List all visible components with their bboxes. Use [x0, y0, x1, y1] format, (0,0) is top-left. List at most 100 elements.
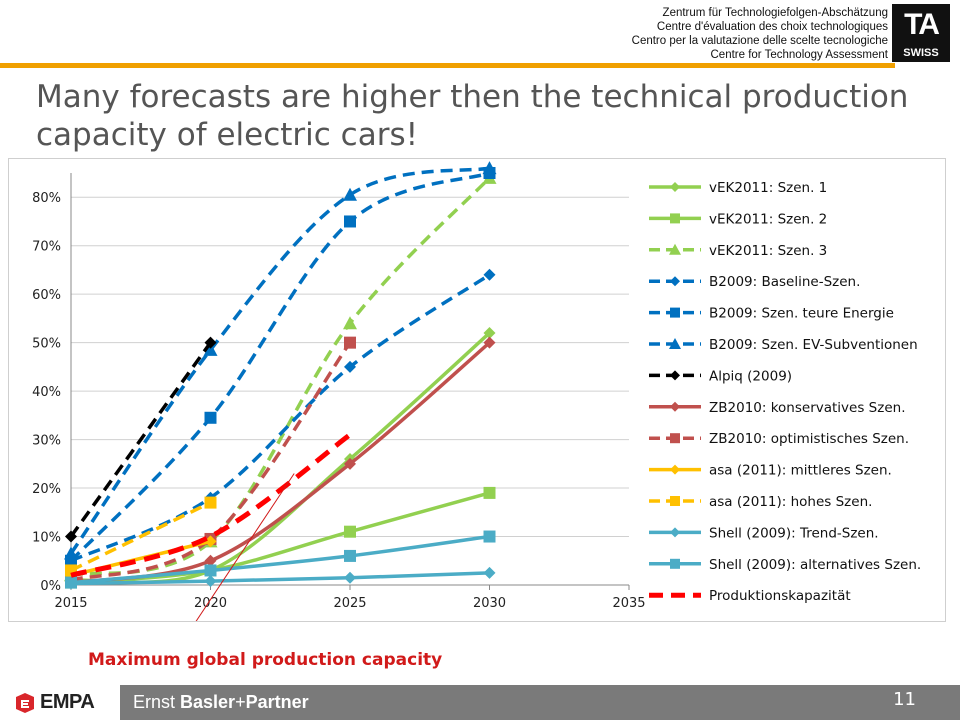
header-line-en: Centre for Technology Assessment — [710, 49, 889, 61]
data-point-vek2011-szen-1 — [483, 326, 496, 339]
partner-logo: Ernst Basler+Partner — [133, 692, 309, 713]
partner-name-bold: Basler — [180, 692, 236, 712]
legend-entry: vEK2011: Szen. 2 — [709, 211, 827, 227]
data-point-alpiq-2009 — [204, 336, 217, 349]
series-line-b2009-szen-teure-energie — [69, 171, 491, 562]
legend-marker-shell-2009-trend-szen — [670, 527, 680, 538]
data-point-zb2010-konservatives-szen — [483, 336, 496, 349]
legend-marker-b2009-baseline-szen — [670, 276, 680, 287]
legend-entry: ZB2010: optimistisches Szen. — [709, 431, 909, 447]
data-point-vek2011-szen-3 — [343, 316, 357, 330]
ta-logo-subtext: SWISS — [903, 47, 939, 59]
chart-frame: 0% 10% 20% 30% 40% 50% 60% 70% 80% 2015 2020 2025 20… — [8, 158, 946, 622]
header-line-it: Centro per la valutazione delle scelte t… — [631, 35, 888, 47]
data-point-b2009-szen-teure-energie — [344, 215, 356, 228]
data-point-alpiq-2009 — [65, 530, 77, 543]
legend-entry: B2009: Baseline-Szen. — [709, 274, 860, 290]
header-line-fr: Centre d'évaluation des choix technologi… — [656, 21, 888, 33]
legend-marker-asa-2011-hohes-szen — [670, 496, 680, 506]
y-tick-label: 40% — [32, 385, 61, 400]
partner-name-plus: + — [235, 692, 246, 712]
legend-entry: ZB2010: konservatives Szen. — [709, 400, 905, 416]
legend-marker-shell-2009-alternatives-szen — [670, 558, 680, 569]
ta-swiss-logo: TA SWISS — [892, 4, 950, 62]
legend-entry: B2009: Szen. EV-Subventionen — [709, 337, 918, 353]
data-point-shell-2009-trend-szen — [204, 575, 217, 588]
legend-marker-zb2010-konservatives-szen — [670, 401, 680, 412]
annotation-label: Maximum global production capacity — [88, 650, 443, 670]
x-tick-label: 2025 — [333, 596, 366, 611]
empa-logo: EMPA — [0, 685, 120, 720]
legend-marker-b2009-szen-ev-subventionen — [669, 338, 681, 349]
x-tick-label: 2030 — [473, 596, 506, 611]
data-point-shell-2009-alternatives-szen — [204, 564, 217, 577]
data-point-asa-2011-mittleres-szen — [204, 535, 217, 548]
data-point-asa-2011-hohes-szen — [204, 496, 217, 509]
data-point-shell-2009-trend-szen — [483, 566, 496, 579]
data-point-vek2011-szen-2 — [483, 486, 496, 499]
empa-logo-text: EMPA — [40, 691, 95, 713]
legend-marker-alpiq-2009 — [670, 370, 680, 381]
data-point-vek2011-szen-2 — [344, 525, 356, 538]
data-point-b2009-baseline-szen — [483, 268, 496, 281]
line-chart: 0% 10% 20% 30% 40% 50% 60% 70% 80% 2015 2020 2025 20… — [32, 161, 921, 621]
footer-bar: EMPA Ernst Basler+Partner 11 — [0, 685, 960, 720]
series-line-shell-2009-trend-szen — [70, 571, 490, 586]
y-tick-label: 20% — [32, 482, 61, 497]
partner-name-bold-2: Partner — [245, 692, 309, 712]
legend-entry: Shell (2009): alternatives Szen. — [709, 557, 921, 573]
data-point-b2009-szen-ev-subventionen — [203, 342, 218, 356]
slide-title: Many forecasts are higher then the techn… — [36, 79, 909, 153]
legend-marker-asa-2011-mittleres-szen — [670, 464, 680, 475]
legend-entry: asa (2011): hohes Szen. — [709, 494, 872, 510]
series-line-produktionskapazit-t — [70, 432, 352, 578]
y-tick-label: 30% — [32, 434, 61, 449]
series-line-shell-2009-alternatives-szen — [70, 534, 490, 585]
legend-marker-vek2011-szen-1 — [670, 182, 680, 192]
header-line-de: Zentrum für Technologiefolgen-Abschätzun… — [662, 7, 888, 19]
page-number: 11 — [893, 689, 916, 710]
series-line-b2009-szen-ev-subventionen — [69, 166, 490, 555]
legend-marker-b2009-szen-teure-energie — [670, 307, 680, 318]
legend-entry: asa (2011): mittleres Szen. — [709, 463, 892, 479]
legend-entry: Produktionskapazität — [709, 588, 851, 604]
y-tick-label: 10% — [32, 531, 61, 546]
data-point-zb2010-konservatives-szen — [204, 554, 217, 567]
data-point-shell-2009-trend-szen — [344, 571, 356, 584]
data-point-shell-2009-alternatives-szen — [344, 549, 356, 562]
data-point-b2009-szen-ev-subventionen — [64, 546, 78, 560]
data-point-shell-2009-alternatives-szen — [65, 576, 77, 589]
legend-marker-zb2010-optimistisches-szen — [670, 433, 680, 444]
legend-entry: Shell (2009): Trend-Szen. — [709, 525, 879, 541]
legend-marker-vek2011-szen-2 — [670, 213, 680, 224]
header-accent-rule — [0, 63, 895, 68]
data-point-zb2010-konservatives-szen — [344, 457, 356, 470]
header-institution-names: Zentrum für Technologiefolgen-Abschätzun… — [632, 6, 888, 62]
data-point-zb2010-optimistisches-szen — [344, 336, 356, 349]
x-tick-label: 2015 — [54, 596, 87, 611]
y-tick-label: 60% — [32, 288, 61, 303]
data-point-shell-2009-alternatives-szen — [483, 530, 496, 543]
y-tick-label: 70% — [32, 240, 61, 255]
empa-logo-mark-icon — [16, 693, 34, 713]
x-tick-label: 2035 — [612, 596, 645, 611]
y-tick-label: 50% — [32, 337, 61, 352]
data-point-b2009-baseline-szen — [344, 360, 356, 373]
y-tick-label: 0% — [40, 579, 61, 594]
series-line-asa-2011-mittleres-szen — [70, 539, 211, 578]
y-tick-label: 80% — [32, 191, 61, 206]
series-line-alpiq-2009 — [69, 341, 212, 538]
data-point-b2009-szen-ev-subventionen — [343, 187, 357, 201]
series-line-vek2011-szen-3 — [70, 176, 491, 578]
series-line-b2009-baseline-szen — [70, 273, 491, 563]
data-point-b2009-szen-teure-energie — [204, 411, 217, 424]
annotation-pointer-line — [195, 473, 295, 621]
legend-entry: vEK2011: Szen. 1 — [709, 180, 827, 196]
x-tick-label: 2020 — [194, 596, 227, 611]
series-line-asa-2011-hohes-szen — [70, 501, 212, 573]
data-point-b2009-szen-ev-subventionen — [482, 161, 497, 175]
legend-entry: Alpiq (2009) — [709, 368, 792, 384]
legend-marker-vek2011-szen-3 — [669, 243, 681, 255]
ta-logo-text: TA — [904, 8, 940, 41]
partner-name-regular: Ernst — [133, 692, 181, 712]
